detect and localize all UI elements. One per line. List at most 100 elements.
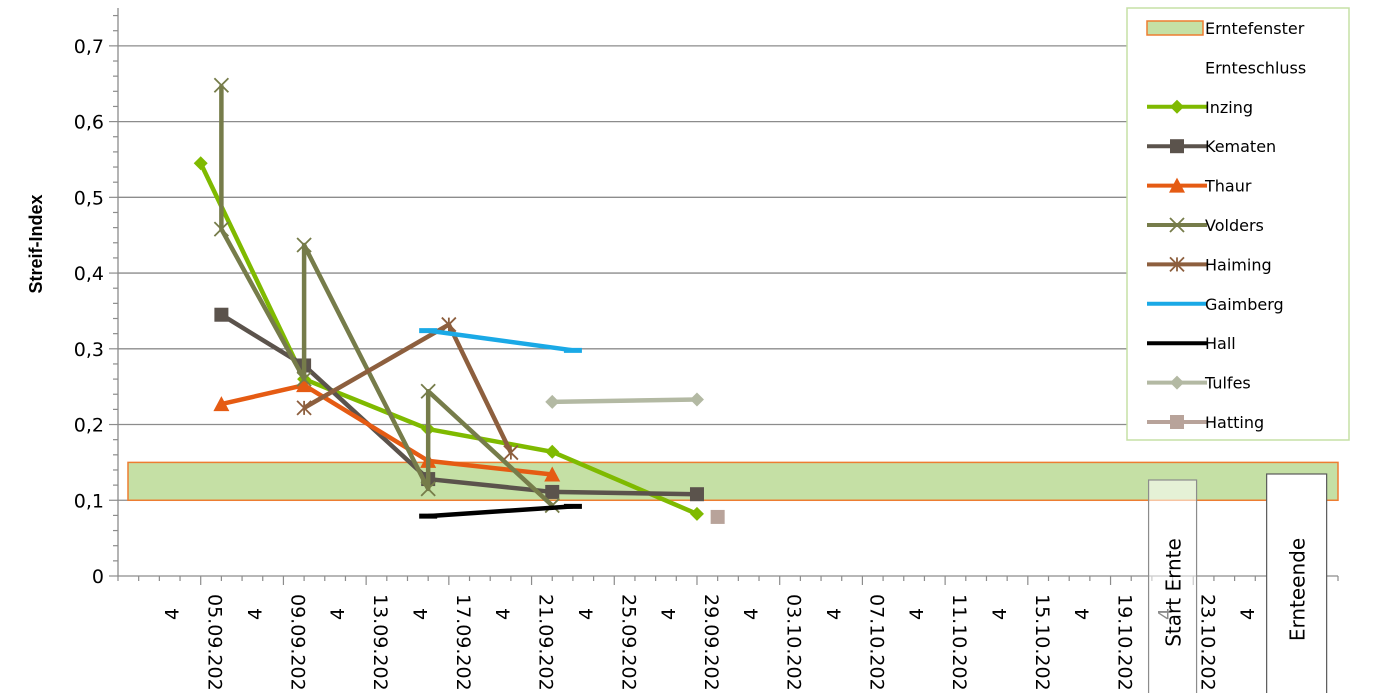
legend-box (1126, 7, 1350, 441)
marker-label: Ernteende (1286, 538, 1310, 641)
x-tick-label-year: 4 (1072, 608, 1094, 620)
x-tick-label-year: 4 (823, 608, 845, 620)
x-tick-label-year: 4 (741, 608, 763, 620)
x-tick-label-year: 4 (493, 608, 515, 620)
series-line (552, 397, 698, 405)
legend-label: Kematen (1205, 137, 1276, 156)
legend-marker (1170, 99, 1184, 114)
data-point (420, 383, 436, 399)
legend-marker (1169, 177, 1185, 193)
legend-item-kematen: Kematen (1147, 137, 1276, 156)
x-tick-label: 11.10.202 (948, 594, 970, 691)
legend-item-hall: Hall (1147, 334, 1236, 353)
legend-label: Haiming (1205, 255, 1272, 274)
x-tick-label: 25.09.202 (617, 594, 639, 691)
series-volders (213, 77, 560, 514)
data-point (296, 371, 312, 387)
marker-box (1147, 479, 1198, 693)
x-tick-label: 03.10.202 (783, 594, 805, 691)
marker-box (1266, 473, 1328, 693)
series-hall (419, 503, 582, 519)
series-line (428, 504, 574, 519)
legend-label: Erntefenster (1205, 19, 1305, 38)
x-tick-label-year: 4 (658, 608, 680, 620)
y-tick-label: 0,4 (74, 263, 104, 285)
y-tick-label: 0 (92, 566, 104, 588)
marker-harvest-end: Ernteende (1266, 473, 1328, 693)
x-tick-label: 05.09.202 (204, 594, 226, 691)
data-point (545, 394, 560, 409)
y-tick-label: 0,7 (74, 36, 104, 58)
data-point (544, 466, 561, 482)
data-point (213, 221, 230, 237)
data-point (214, 307, 229, 322)
marker-start-harvest: Start Ernte (1147, 479, 1198, 693)
legend-item-hatting: Hatting (1147, 413, 1264, 432)
legend-label: Volders (1205, 216, 1264, 235)
series-tulfes (545, 392, 704, 409)
data-point (689, 506, 704, 521)
x-tick-label: 13.09.202 (369, 594, 391, 691)
legend-item-thaur: Thaur (1147, 177, 1252, 196)
data-point (710, 509, 725, 524)
data-point (296, 377, 313, 393)
legend-item-haiming: Haiming (1147, 255, 1272, 274)
x-tick-label-year: 4 (410, 608, 432, 620)
legend-label: Tulfes (1204, 374, 1251, 393)
series-line (427, 328, 574, 353)
series-gaimberg (419, 328, 582, 353)
legend-label: Ernteschluss (1205, 58, 1306, 77)
data-point (213, 396, 230, 412)
harvest-window-rect (127, 461, 1339, 502)
marker-label: Start Ernte (1162, 538, 1186, 647)
series-line (220, 382, 553, 477)
data-point (213, 77, 230, 93)
x-tick-label-year: 4 (575, 608, 597, 620)
legend-marker (1170, 139, 1184, 154)
data-point (296, 400, 312, 416)
data-point (193, 156, 208, 171)
x-tick-label: 21.09.202 (535, 594, 557, 691)
x-tick-label: 07.10.202 (865, 594, 887, 691)
x-tick-label-year: 4 (162, 608, 184, 620)
data-point (296, 237, 312, 253)
data-point (420, 481, 436, 497)
x-tick-label-year: 4 (327, 608, 349, 620)
series-thaur (213, 377, 561, 482)
legend-swatch (1146, 20, 1204, 36)
legend-marker (1170, 415, 1184, 429)
x-tick-label-year: 4 (906, 608, 928, 620)
legend-label: Thaur (1204, 177, 1252, 196)
data-point (545, 484, 560, 499)
data-point (441, 316, 457, 333)
legend-item-volders: Volders (1147, 216, 1264, 235)
y-tick-label: 0,2 (74, 415, 104, 437)
legend: Erntefenster Ernteschluss Inzing Kematen Tha… (1126, 7, 1350, 441)
legend-label: Gaimberg (1205, 295, 1284, 314)
y-tick-label: 0,6 (74, 112, 104, 134)
legend-item-tulfes: Tulfes (1147, 374, 1251, 393)
data-point (545, 444, 560, 459)
data-point (689, 487, 704, 502)
x-tick-label-year: 4 (989, 608, 1011, 620)
data-point (503, 444, 519, 461)
series-hatting (710, 509, 725, 524)
x-tick-label-year: 4 (1237, 608, 1259, 620)
data-point (689, 392, 704, 407)
y-axis-title: Streif-Index (26, 194, 46, 293)
harvest-window-band (127, 461, 1339, 502)
legend-label: Hatting (1205, 413, 1264, 432)
x-tick-label: 17.09.202 (452, 594, 474, 691)
axes: 0 0,1 0,2 0,3 0,4 0,5 0,6 0,7 05.09.202 4 09.09.20… (74, 8, 1339, 691)
legend-marker (1169, 217, 1185, 233)
y-tick-label: 0,5 (74, 187, 104, 209)
x-tick-label: 29.09.202 (700, 594, 722, 691)
legend-item-inzing: Inzing (1147, 98, 1253, 117)
legend-marker (1170, 375, 1184, 390)
x-tick-label-year: 4 (244, 608, 266, 620)
x-tick-label: 09.09.202 (286, 594, 308, 691)
y-tick-label: 0,3 (74, 339, 104, 361)
legend-label: Inzing (1205, 98, 1253, 117)
legend-label: Hall (1205, 334, 1236, 353)
